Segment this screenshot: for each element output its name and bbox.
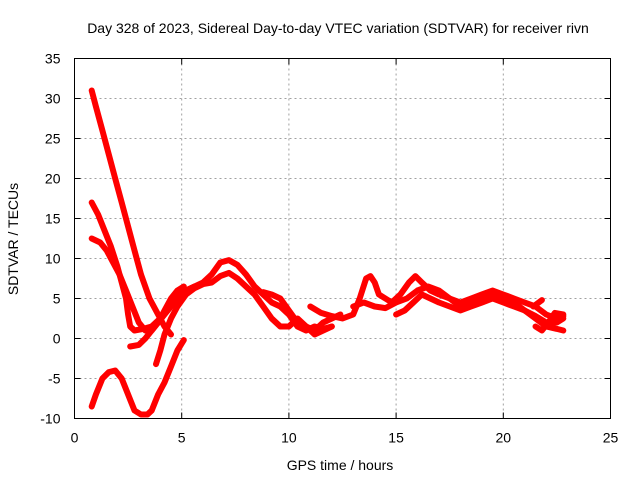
y-tick-label: -10: [40, 411, 60, 427]
y-axis-label: SDTVAR / TECUs: [5, 183, 21, 295]
tick-layer: 0 5 10 15 20 25 -10 -5 0 5 10 15 20 25 30 35: [40, 51, 618, 446]
y-tick-label: -5: [48, 371, 61, 387]
y-tick-label: 10: [45, 251, 61, 267]
x-tick-label: 15: [388, 430, 404, 446]
series-trace-8: [307, 273, 567, 322]
x-tick-label: 10: [281, 430, 297, 446]
series-trace-3: [88, 235, 187, 334]
chart-title: Day 328 of 2023, Sidereal Day-to-day VTE…: [87, 20, 589, 36]
y-tick-label: 5: [53, 291, 61, 307]
series-trace-1: [88, 87, 174, 338]
y-tick-label: 0: [53, 331, 61, 347]
x-axis-label: GPS time / hours: [287, 457, 394, 473]
plot-frame: [74, 58, 611, 419]
y-tick-label: 30: [45, 91, 61, 107]
y-tick-label: 25: [45, 131, 61, 147]
x-tick-label: 5: [178, 430, 186, 446]
series-layer: [88, 87, 567, 418]
series-trace-10: [393, 291, 567, 326]
y-tick-label: 35: [45, 51, 61, 67]
series-trace-2: [88, 199, 198, 334]
x-tick-label: 25: [603, 430, 619, 446]
series-trace-12: [530, 297, 545, 310]
y-tick-label: 20: [45, 171, 61, 187]
x-tick-label: 0: [71, 430, 79, 446]
series-trace-4: [88, 337, 187, 418]
series-trace-11: [532, 309, 567, 334]
y-tick-label: 15: [45, 211, 61, 227]
x-tick-label: 20: [496, 430, 512, 446]
series-trace-7: [260, 289, 344, 334]
